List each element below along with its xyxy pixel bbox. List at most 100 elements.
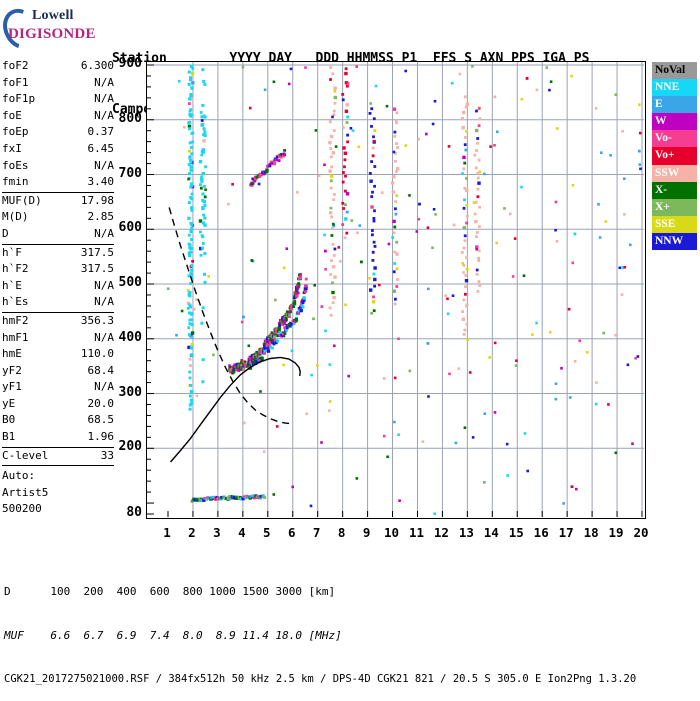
param-key: yF2: [2, 363, 22, 377]
param-value: 356.3: [80, 313, 114, 327]
y-tick-label-200: 200: [118, 439, 142, 455]
x-tick-label-13: 13: [458, 525, 474, 540]
footer-info: D 100 200 400 600 800 1000 1500 3000 [km…: [4, 556, 636, 701]
legend-item-nnw[interactable]: NNW: [652, 232, 697, 251]
y-axis-ticks: [147, 64, 154, 515]
param-key: yE: [2, 396, 16, 410]
param-key: foEs: [2, 158, 29, 172]
param-row-fof1: foF1 N/A: [2, 75, 114, 92]
ionogram-echo-traces: [190, 149, 308, 503]
param-row-c-level: C-level 33: [2, 448, 114, 465]
ionospheric-parameters-panel: foF2 6.300 foF1 N/A foF1p N/A foE N/A foEp 0.37 fx…: [2, 58, 114, 518]
param-group-0: foF2 6.300 foF1 N/A foF1p N/A foE N/A foEp 0.37 fx…: [2, 58, 114, 193]
param-value: 33: [100, 448, 114, 462]
param-value: 6.45: [87, 141, 115, 155]
x-tick-label-18: 18: [583, 525, 599, 540]
x-tick-label-10: 10: [383, 525, 400, 540]
param-key: fxI: [2, 141, 22, 155]
x-axis-ticks: [167, 511, 643, 517]
param-row-fof1p: foF1p N/A: [2, 91, 114, 108]
electron-density-profile-curve: [168, 207, 293, 425]
x-tick-label-19: 19: [608, 525, 624, 540]
x-tick-label-8: 8: [337, 525, 346, 540]
param-value: N/A: [94, 295, 114, 309]
param-row-ye: yE 20.0: [2, 396, 114, 413]
param-key: foF1: [2, 75, 29, 89]
param-row-b0: B0 68.5: [2, 412, 114, 429]
param-row-fmin: fmin 3.40: [2, 174, 114, 191]
param-key: hmF2: [2, 313, 29, 327]
lowell-digisonde-logo: Lowell DIGISONDE: [0, 2, 100, 56]
param-key: MUF(D): [2, 193, 42, 207]
footer-muf-row: MUF 6.6 6.7 6.9 7.4 8.0 8.9 11.4 18.0 [M…: [4, 628, 342, 642]
y-axis-labels: 80 200 300 400 500 600 700 800 900: [98, 56, 142, 520]
legend-item-w[interactable]: W: [652, 113, 697, 131]
param-value: 17.98: [80, 193, 114, 207]
auto-line-2: 500200: [2, 502, 42, 516]
x-tick-label-17: 17: [558, 525, 574, 540]
param-value: 110.0: [80, 347, 114, 361]
param-group-1: MUF(D) 17.98 M(D) 2.85 D N/A: [2, 193, 114, 245]
param-key: B0: [2, 413, 16, 427]
legend-item-sse[interactable]: SSE: [652, 215, 697, 233]
logo-lowell-text: Lowell: [32, 8, 74, 23]
x-tick-label-7: 7: [312, 525, 321, 540]
param-value: 2.85: [87, 210, 115, 224]
legend-item-noval[interactable]: NoVal: [652, 62, 697, 80]
ionogram-canvas: [147, 62, 644, 517]
legend-item-ssw[interactable]: SSW: [652, 164, 697, 182]
param-row-b1: B1 1.96: [2, 429, 114, 446]
param-value: 68.4: [87, 363, 115, 377]
legend-item-e[interactable]: E: [652, 96, 697, 114]
auto-scaling-info: Auto: Artist5 500200: [2, 466, 114, 518]
param-key: D: [2, 226, 9, 240]
param-key: B1: [2, 430, 16, 444]
param-group-2: h`F 317.5 h`F2 317.5 h`E N/A h`Es N/A: [2, 245, 114, 313]
param-value: N/A: [94, 330, 114, 344]
param-key: foE: [2, 108, 22, 122]
param-row-hmf1: hmF1 N/A: [2, 330, 114, 347]
param-value: 317.5: [80, 262, 114, 276]
legend-item-nne[interactable]: NNE: [652, 79, 697, 97]
param-row-h-e: h`E N/A: [2, 278, 114, 295]
y-tick-label-80: 80: [126, 505, 142, 520]
auto-line-0: Auto:: [2, 469, 36, 483]
x-tick-label-14: 14: [483, 525, 499, 540]
param-row-hmf2: hmF2 356.3: [2, 313, 114, 330]
background-speckle: [166, 64, 642, 516]
param-value: N/A: [94, 380, 114, 394]
x-tick-label-15: 15: [508, 525, 524, 540]
param-row-foe: foE N/A: [2, 108, 114, 125]
param-key: yF1: [2, 380, 22, 394]
y-tick-label-900: 900: [118, 56, 142, 71]
ionogram-plot[interactable]: [146, 61, 646, 519]
y-tick-label-600: 600: [118, 220, 142, 236]
param-value: 317.5: [80, 245, 114, 259]
x-tick-label-6: 6: [287, 525, 296, 540]
param-key: fmin: [2, 175, 29, 189]
param-row-hme: hmE 110.0: [2, 346, 114, 363]
y-tick-label-500: 500: [118, 275, 142, 291]
legend-item-vo[interactable]: Vo+: [652, 147, 697, 165]
param-key: foF1p: [2, 92, 36, 106]
footer-file-row: CGK21_2017275021000.RSF / 384fx512h 50 k…: [4, 673, 637, 685]
param-value: 1.96: [87, 430, 115, 444]
param-value: 68.5: [87, 413, 115, 427]
param-key: h`E: [2, 278, 22, 292]
param-row-h-f2: h`F2 317.5: [2, 261, 114, 278]
legend-item-vo[interactable]: Vo-: [652, 130, 697, 148]
legend-item-x[interactable]: X-: [652, 181, 697, 199]
param-value: N/A: [94, 278, 114, 292]
param-value: N/A: [94, 158, 114, 172]
param-group-4: C-level 33: [2, 448, 114, 467]
param-key: h`Es: [2, 295, 29, 309]
auto-line-1: Artist5: [2, 485, 49, 499]
param-row-d: D N/A: [2, 226, 114, 243]
legend-item-x[interactable]: X+: [652, 198, 697, 216]
param-row-fof2: foF2 6.300: [2, 58, 114, 75]
x-tick-label-9: 9: [362, 525, 371, 540]
param-row-h-es: h`Es N/A: [2, 294, 114, 311]
param-key: foEp: [2, 125, 29, 139]
y-tick-label-700: 700: [118, 165, 142, 181]
param-row-m-d-: M(D) 2.85: [2, 209, 114, 226]
